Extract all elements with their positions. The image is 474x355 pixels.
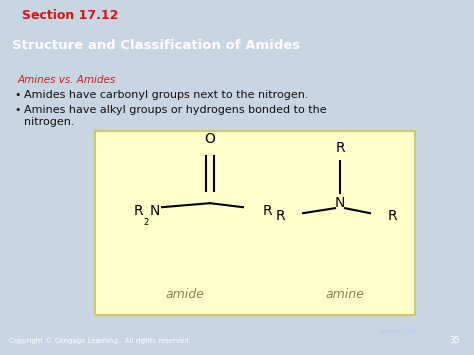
Text: R: R xyxy=(275,209,285,223)
Wedge shape xyxy=(235,0,415,15)
Text: 35: 35 xyxy=(449,336,460,345)
Bar xyxy=(95,131,415,315)
Text: Amines vs. Amides: Amines vs. Amides xyxy=(18,75,116,85)
Text: •: • xyxy=(14,90,20,100)
Text: R: R xyxy=(335,141,345,155)
Text: R: R xyxy=(133,204,143,218)
Text: R: R xyxy=(388,209,398,223)
Text: N: N xyxy=(150,204,160,218)
Text: Copyright © Cengage Learning.  All rights reserved.: Copyright © Cengage Learning. All rights… xyxy=(9,337,191,344)
Text: O: O xyxy=(205,132,216,146)
Text: •: • xyxy=(14,105,20,115)
Text: amide: amide xyxy=(165,288,204,301)
Text: R: R xyxy=(263,204,273,218)
Text: amine: amine xyxy=(326,288,365,301)
Text: N: N xyxy=(335,196,345,210)
Text: Return to TOC: Return to TOC xyxy=(379,329,417,334)
Text: Section 17.12: Section 17.12 xyxy=(22,9,119,22)
Text: Structure and Classification of Amides: Structure and Classification of Amides xyxy=(12,39,300,53)
Text: Amines have alkyl groups or hydrogens bonded to the: Amines have alkyl groups or hydrogens bo… xyxy=(24,105,327,115)
Text: nitrogen.: nitrogen. xyxy=(24,117,74,127)
Text: 2: 2 xyxy=(143,218,148,227)
Text: Amides have carbonyl groups next to the nitrogen.: Amides have carbonyl groups next to the … xyxy=(24,90,309,100)
